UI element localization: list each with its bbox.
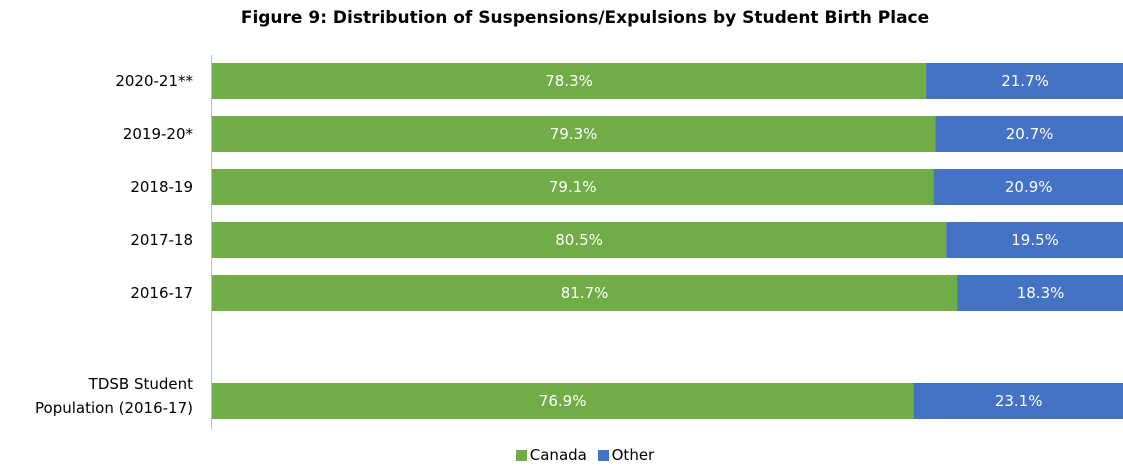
data-label-canada-1: 79.3%	[550, 125, 598, 143]
data-label-other-4: 18.3%	[1017, 284, 1065, 302]
data-label-other-0: 21.7%	[1001, 72, 1049, 90]
data-label-canada-2: 79.1%	[549, 178, 597, 196]
stacked-bar-chart: 78.3% 21.7% 79.3% 20.7% 79.1% 20.9% 80.5% 19.5%…	[35, 55, 1123, 430]
data-label-other-3: 19.5%	[1011, 231, 1059, 249]
data-label-canada-4: 81.7%	[561, 284, 609, 302]
bar-other-4	[957, 275, 1123, 311]
data-label-other-1: 20.7%	[1006, 125, 1054, 143]
legend-item-other: Other	[597, 446, 655, 464]
bar-canada-4	[212, 275, 958, 311]
category-label-1: 2019-20*	[123, 125, 194, 143]
legend-swatch-canada	[515, 450, 527, 461]
bar-other-0	[926, 63, 1123, 99]
bar-canada-2	[212, 169, 934, 205]
data-label-canada-0: 78.3%	[545, 72, 593, 90]
data-label-other-5: 23.1%	[995, 392, 1043, 410]
legend-swatch-other	[597, 450, 609, 461]
category-label-3: 2017-18	[130, 231, 193, 249]
bar-canada-5	[212, 383, 914, 419]
chart-title: Figure 9: Distribution of Suspensions/Ex…	[240, 8, 930, 28]
data-label-canada-3: 80.5%	[555, 231, 603, 249]
bar-other-1	[935, 116, 1123, 152]
data-label-canada-5: 76.9%	[539, 392, 587, 410]
data-label-other-2: 20.9%	[1005, 178, 1053, 196]
bar-canada-1	[212, 116, 936, 152]
category-label-2: 2018-19	[130, 178, 193, 196]
bar-other-5	[913, 383, 1123, 419]
legend-label-canada: Canada	[529, 446, 587, 464]
bars-group: 78.3% 21.7% 79.3% 20.7% 79.1% 20.9% 80.5% 19.5%…	[212, 63, 1123, 419]
bar-canada-0	[212, 63, 927, 99]
category-label-5: TDSB Student Population (2016-17)	[35, 375, 193, 417]
legend-item-canada: Canada	[515, 446, 587, 464]
category-label-0: 2020-21**	[115, 72, 193, 90]
category-labels-group: 2020-21** 2019-20* 2018-19 2017-18 2016-17 TD…	[35, 72, 193, 417]
bar-other-2	[933, 169, 1123, 205]
legend-label-other: Other	[611, 446, 655, 464]
bar-other-3	[946, 222, 1123, 258]
bar-canada-3	[212, 222, 947, 258]
legend: Canada Other	[0, 446, 1123, 464]
category-label-4: 2016-17	[130, 284, 193, 302]
